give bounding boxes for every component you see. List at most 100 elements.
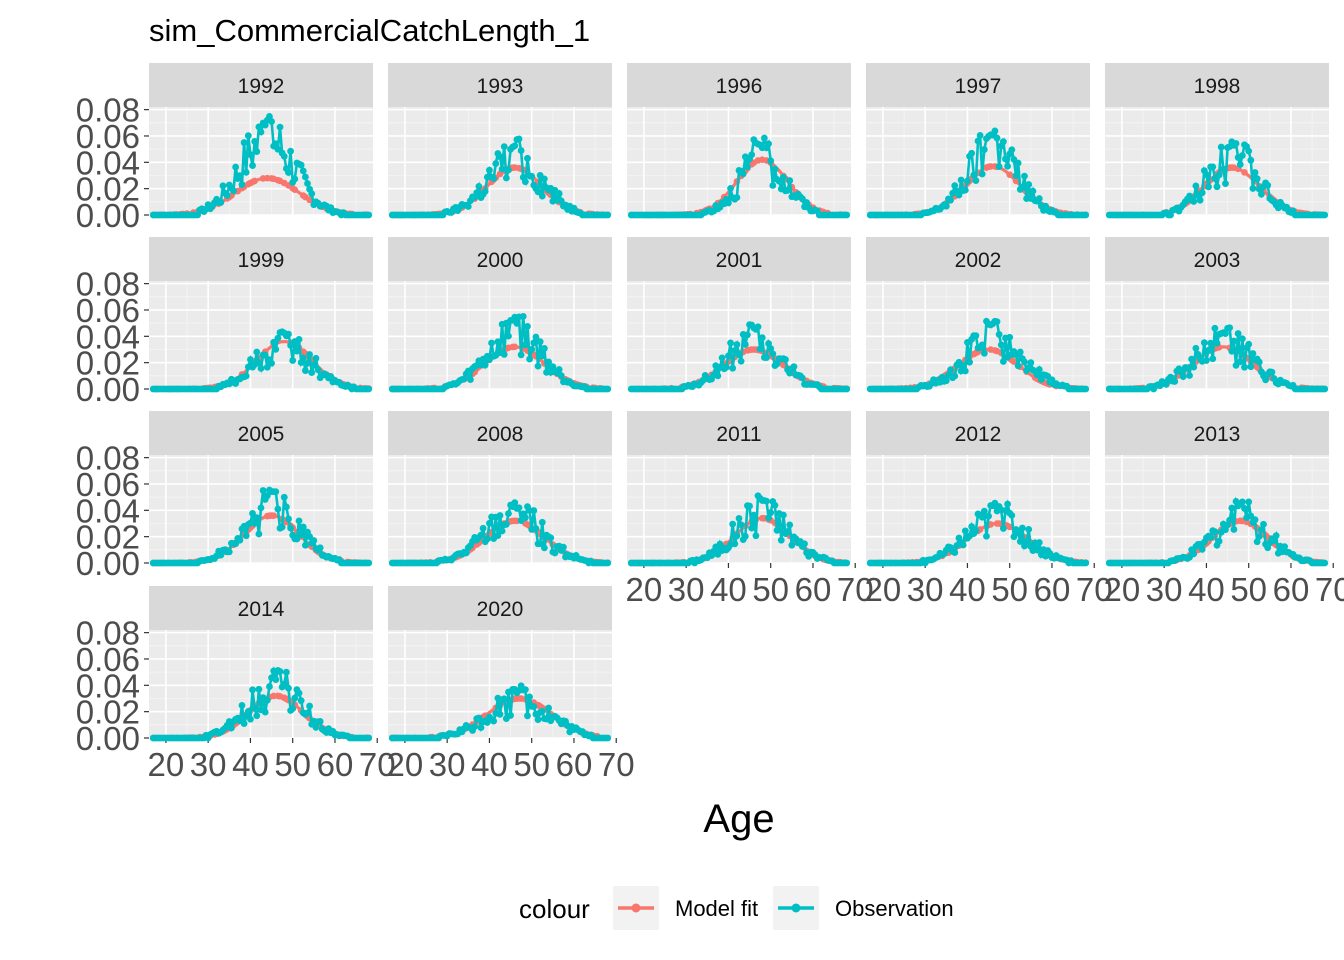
x-tick-label: 70 <box>598 746 635 783</box>
observation-point <box>959 362 967 369</box>
observation-point <box>526 355 533 363</box>
x-tick-label: 70 <box>837 571 874 608</box>
observation-point <box>272 488 280 496</box>
observation-point <box>316 718 324 725</box>
observation-point <box>521 686 529 694</box>
facet-label: 2012 <box>955 423 1002 446</box>
observation-point <box>524 154 531 162</box>
x-tick-label: 20 <box>626 571 663 608</box>
facet-panel-2002: 2002 <box>866 237 1090 393</box>
observation-point <box>1209 163 1217 171</box>
observation-point <box>477 531 485 539</box>
observation-point <box>304 180 311 187</box>
observation-point <box>255 685 263 693</box>
observation-point <box>293 347 301 355</box>
observation-point <box>604 211 612 219</box>
facet-strip <box>627 237 851 281</box>
x-tick-label: 40 <box>232 746 269 783</box>
facet-panel-2014: 2014 0.000.020.040.060.08 20 30 40 50 60 70 <box>76 586 396 783</box>
observation-point <box>1245 498 1253 506</box>
y-tick-label: 0.02 <box>76 519 140 556</box>
x-tick-label: 50 <box>274 746 311 783</box>
facet-strip <box>149 586 373 630</box>
observation-point <box>980 146 988 153</box>
observation-point <box>993 134 1001 142</box>
observation-point <box>505 332 512 340</box>
observation-point <box>274 334 282 342</box>
observation-point <box>494 532 502 539</box>
observation-point <box>289 357 297 364</box>
legend-label-observation: Observation <box>835 896 954 921</box>
observation-point <box>490 175 498 182</box>
observation-point <box>777 536 785 544</box>
observation-point <box>280 493 288 501</box>
observation-point <box>1234 330 1242 337</box>
observation-point <box>496 512 504 519</box>
observation-point <box>1027 359 1035 367</box>
x-tick-label: 60 <box>795 571 832 608</box>
observation-point <box>266 683 273 690</box>
observation-point <box>217 199 225 206</box>
observation-point <box>972 527 980 534</box>
observation-point <box>274 505 282 513</box>
observation-point <box>1249 350 1257 357</box>
observation-point <box>261 351 269 359</box>
observation-point <box>280 680 288 688</box>
observation-point <box>517 147 525 154</box>
observation-point <box>1192 344 1200 352</box>
x-tick-label: 70 <box>359 746 396 783</box>
observation-point <box>748 524 756 532</box>
observation-point <box>230 187 237 195</box>
observation-point <box>492 160 500 167</box>
facet-strip <box>866 63 1090 107</box>
observation-point <box>306 702 314 710</box>
observation-point <box>228 724 235 732</box>
x-tick-label: 60 <box>556 746 593 783</box>
observation-point <box>974 137 982 145</box>
observation-point <box>310 361 318 369</box>
observation-point <box>1211 324 1219 332</box>
observation-point <box>285 515 292 523</box>
observation-point <box>993 318 1001 326</box>
observation-point <box>365 734 373 742</box>
observation-point <box>521 341 529 349</box>
observation-point <box>968 523 976 530</box>
observation-point <box>771 165 779 173</box>
observation-point <box>1228 504 1236 512</box>
observation-point <box>530 339 538 347</box>
facet-label: 1997 <box>955 75 1002 98</box>
observation-point <box>978 170 986 178</box>
observation-point <box>947 196 954 204</box>
observation-point <box>1249 185 1257 192</box>
observation-point <box>942 202 950 210</box>
observation-point <box>297 697 305 705</box>
observation-point <box>1014 159 1022 167</box>
observation-point <box>521 514 529 522</box>
observation-point <box>1025 181 1033 188</box>
observation-point <box>773 360 781 368</box>
facet-panel-1993: 1993 <box>388 63 612 219</box>
facet-strip <box>388 411 612 455</box>
observation-point <box>1021 172 1028 180</box>
x-tick-label: 60 <box>1034 571 1071 608</box>
x-tick-label: 20 <box>1104 571 1141 608</box>
observation-point <box>773 526 781 534</box>
observation-point <box>1230 526 1238 533</box>
facet-panel-2013: 2013 20 30 40 50 60 70 <box>1104 411 1344 608</box>
observation-point <box>1255 533 1263 540</box>
observation-point <box>1222 330 1229 337</box>
facet-strip <box>866 237 1090 281</box>
facet-label: 2003 <box>1194 249 1241 272</box>
model-fit-point <box>1241 169 1248 176</box>
observation-point <box>1207 534 1215 542</box>
observation-point <box>532 333 540 341</box>
observation-point <box>1219 165 1227 173</box>
observation-point <box>763 497 770 505</box>
observation-point <box>1018 184 1026 191</box>
observation-point <box>1002 155 1009 163</box>
observation-point <box>365 211 373 219</box>
observation-point <box>1004 500 1011 508</box>
facet-panel-2003: 2003 <box>1105 237 1329 393</box>
facet-strip <box>149 411 373 455</box>
observation-point <box>951 549 959 556</box>
